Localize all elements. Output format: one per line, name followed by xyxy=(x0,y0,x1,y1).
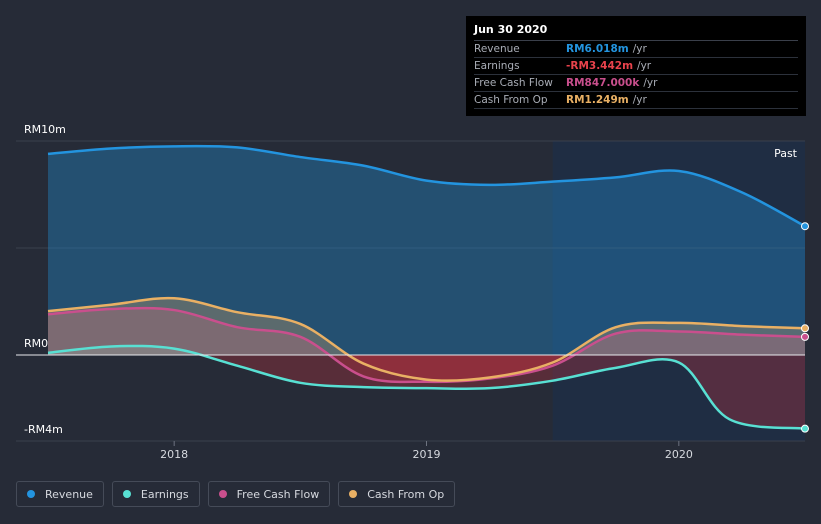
tooltip-row-name: Free Cash Flow xyxy=(474,77,553,89)
tooltip-row: Cash From Op RM1.249m/yr xyxy=(474,92,798,109)
legend-label: Revenue xyxy=(45,487,93,501)
legend-item-cash-from-op[interactable]: Cash From Op xyxy=(338,481,456,507)
tooltip-rows: Revenue RM6.018m/yr Earnings -RM3.442m/yr Fr… xyxy=(474,41,798,109)
series-end-markers xyxy=(801,222,809,433)
earnings-area-negative xyxy=(48,355,805,429)
forecast-region xyxy=(552,141,805,441)
y-axis-label: RM10m xyxy=(24,123,66,136)
tooltip-row-unit: /yr xyxy=(643,77,658,89)
revenue-end-marker xyxy=(801,222,809,231)
y-axis-label: RM0 xyxy=(24,337,48,350)
x-axis: 2018 2019 2020 xyxy=(160,441,693,461)
free-cash-flow-end-marker xyxy=(801,332,809,341)
legend-dot-icon xyxy=(27,490,35,498)
cash-from-op-line xyxy=(47,296,806,382)
free-cash-flow-area-negative xyxy=(48,355,805,382)
cash-from-op-end-marker xyxy=(801,324,809,333)
tooltip-row-unit: /yr xyxy=(632,94,647,106)
chart-legend: Revenue Earnings Free Cash Flow Cash From O… xyxy=(16,481,456,507)
legend-item-free-cash-flow[interactable]: Free Cash Flow xyxy=(207,481,331,507)
tooltip-row-name: Revenue xyxy=(474,43,520,55)
series-lines xyxy=(16,144,806,430)
tooltip-row-value: -RM3.442m xyxy=(566,60,634,72)
legend-label: Cash From Op xyxy=(367,487,445,501)
tooltip-row-name: Earnings xyxy=(474,60,520,72)
x-tick-label: 2018 xyxy=(160,448,188,461)
data-tooltip: Jun 30 2020 Revenue RM6.018m/yr Earnings -R… xyxy=(466,16,806,116)
y-axis: RM10m RM0 -RM4m xyxy=(24,123,66,436)
tooltip-row: Revenue RM6.018m/yr xyxy=(474,41,798,58)
earnings-end-marker xyxy=(801,424,809,433)
past-label: Past xyxy=(774,147,798,160)
revenue-line xyxy=(47,144,806,228)
tooltip-date: Jun 30 2020 xyxy=(474,23,798,41)
tooltip-row-value: RM6.018m xyxy=(566,43,629,55)
tooltip-row: Earnings -RM3.442m/yr xyxy=(474,58,798,75)
x-tick-label: 2020 xyxy=(665,448,693,461)
legend-dot-icon xyxy=(349,490,358,498)
legend-label: Free Cash Flow xyxy=(236,487,320,501)
tooltip-row-value: RM847.000k xyxy=(566,77,640,89)
free-cash-flow-line xyxy=(47,306,806,384)
legend-dot-icon xyxy=(218,490,227,498)
revenue-area-positive xyxy=(48,146,805,355)
legend-item-earnings[interactable]: Earnings xyxy=(111,481,200,507)
free-cash-flow-area-positive xyxy=(48,308,805,355)
cash-from-op-area-negative xyxy=(48,355,805,381)
earnings-line xyxy=(47,344,806,430)
tooltip-row-name: Cash From Op xyxy=(474,94,548,106)
y-axis-label: -RM4m xyxy=(24,423,63,436)
legend-label: Earnings xyxy=(140,487,189,501)
tooltip-row-unit: /yr xyxy=(637,60,652,72)
tooltip-row: Free Cash Flow RM847.000k/yr xyxy=(474,75,798,92)
gridlines xyxy=(16,140,805,442)
x-tick-label: 2019 xyxy=(413,448,441,461)
legend-item-revenue[interactable]: Revenue xyxy=(16,481,104,507)
tooltip-row-value: RM1.249m xyxy=(566,94,629,106)
legend-dot-icon xyxy=(122,490,131,498)
tooltip-row-unit: /yr xyxy=(632,43,647,55)
